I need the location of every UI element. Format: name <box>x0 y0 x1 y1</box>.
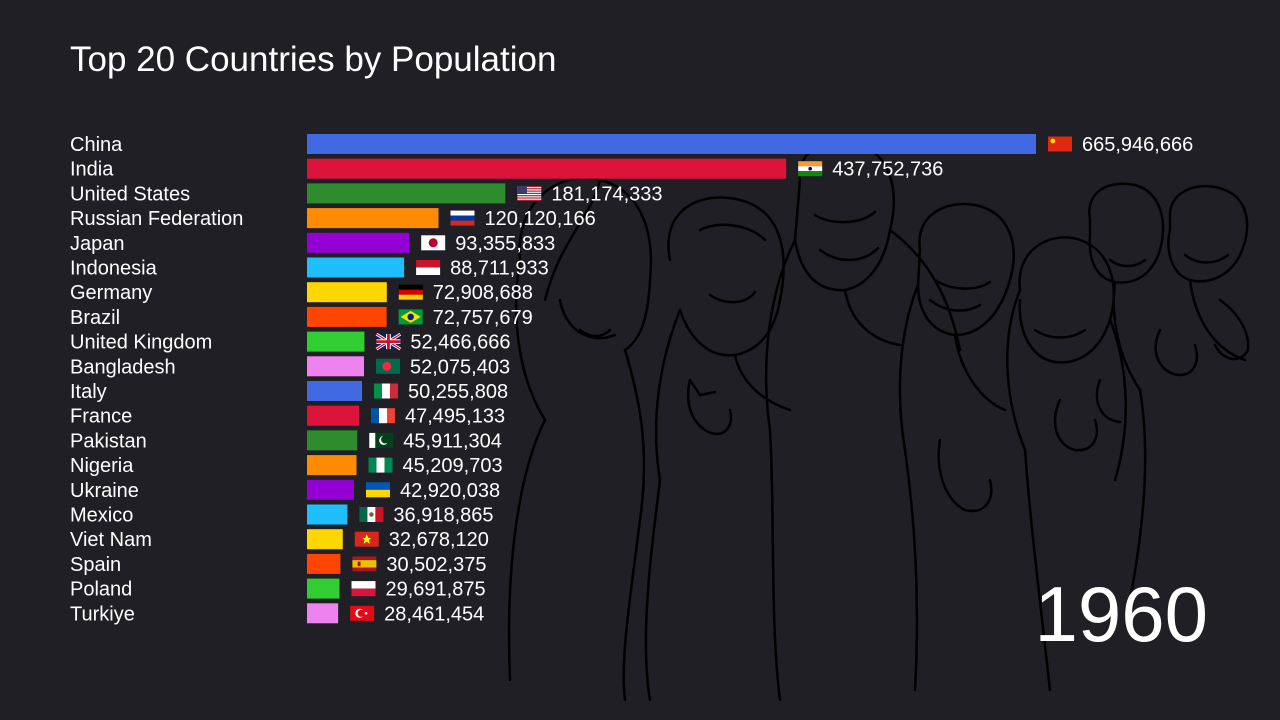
value-label: 36,918,865 <box>393 505 493 527</box>
bangladesh-flag-icon <box>376 358 401 374</box>
category-label: Indonesia <box>70 258 158 280</box>
category-label: Viet Nam <box>70 529 152 551</box>
value-label: 120,120,166 <box>484 208 595 230</box>
pakistan-flag-icon <box>369 432 394 448</box>
bar <box>307 504 348 525</box>
bar <box>307 553 341 574</box>
value-label: 30,502,375 <box>386 554 486 576</box>
value-label: 72,908,688 <box>433 282 533 304</box>
india-flag-icon <box>798 161 823 177</box>
category-label: United Kingdom <box>70 332 212 354</box>
bar <box>307 306 387 327</box>
category-label: Mexico <box>70 505 133 527</box>
value-label: 52,466,666 <box>410 332 510 354</box>
vietnam-flag-icon <box>354 531 379 547</box>
bar <box>307 455 357 476</box>
value-label: 29,691,875 <box>386 579 486 601</box>
category-label: Brazil <box>70 307 120 329</box>
bar <box>307 356 365 377</box>
category-label: Bangladesh <box>70 356 176 378</box>
category-label: United States <box>70 183 190 205</box>
bar <box>307 208 439 229</box>
poland-flag-icon <box>351 581 376 597</box>
ukraine-flag-icon <box>365 482 390 498</box>
bar <box>307 158 787 179</box>
bar <box>307 232 410 253</box>
value-label: 45,209,703 <box>402 455 502 477</box>
bar <box>307 134 1036 154</box>
bar <box>307 529 343 550</box>
value-label: 93,355,833 <box>455 233 555 255</box>
category-label: Spain <box>70 554 121 576</box>
mexico-flag-icon <box>359 507 384 522</box>
category-label: Pakistan <box>70 430 147 452</box>
bar <box>307 430 358 451</box>
value-label: 181,174,333 <box>551 183 662 205</box>
bar <box>307 479 354 500</box>
chart-title: Top 20 Countries by Population <box>70 40 557 79</box>
value-label: 88,711,933 <box>450 258 549 280</box>
spain-flag-icon <box>352 556 377 572</box>
brazil-flag-icon <box>398 309 423 325</box>
bar <box>307 381 363 401</box>
year-label: 1960 <box>1034 570 1208 658</box>
value-label: 52,075,403 <box>410 356 510 378</box>
china-flag-icon <box>1048 136 1072 152</box>
bar <box>307 331 365 352</box>
value-label: 50,255,808 <box>408 381 508 403</box>
category-label: Italy <box>70 381 107 403</box>
value-label: 72,757,679 <box>433 307 533 329</box>
value-label: 665,946,666 <box>1082 134 1193 156</box>
category-label: Russian Federation <box>70 208 243 230</box>
usa-flag-icon <box>517 185 542 201</box>
category-label: Japan <box>70 233 125 255</box>
bar <box>307 257 405 278</box>
japan-flag-icon <box>421 235 446 251</box>
category-label: Germany <box>70 282 152 304</box>
value-label: 45,911,304 <box>403 430 502 452</box>
category-label: China <box>70 134 123 156</box>
category-label: Turkiye <box>70 603 135 625</box>
russia-flag-icon <box>450 210 475 226</box>
bar <box>307 405 359 426</box>
nigeria-flag-icon <box>368 457 393 473</box>
bar <box>307 183 506 204</box>
category-label: India <box>70 159 114 181</box>
turkiye-flag-icon <box>350 605 375 621</box>
category-label: France <box>70 406 132 428</box>
bar <box>307 282 387 303</box>
bar <box>307 603 339 624</box>
indonesia-flag-icon <box>416 260 441 275</box>
value-label: 28,461,454 <box>384 603 484 625</box>
value-label: 42,920,038 <box>400 480 500 502</box>
value-label: 437,752,736 <box>832 159 943 181</box>
category-label: Poland <box>70 579 132 601</box>
category-label: Nigeria <box>70 455 134 477</box>
category-label: Ukraine <box>70 480 139 502</box>
france-flag-icon <box>370 408 395 424</box>
value-label: 32,678,120 <box>389 529 489 551</box>
value-label: 47,495,133 <box>405 406 505 428</box>
bar <box>307 578 340 599</box>
italy-flag-icon <box>374 383 399 399</box>
germany-flag-icon <box>398 284 423 300</box>
uk-flag-icon <box>375 332 402 351</box>
